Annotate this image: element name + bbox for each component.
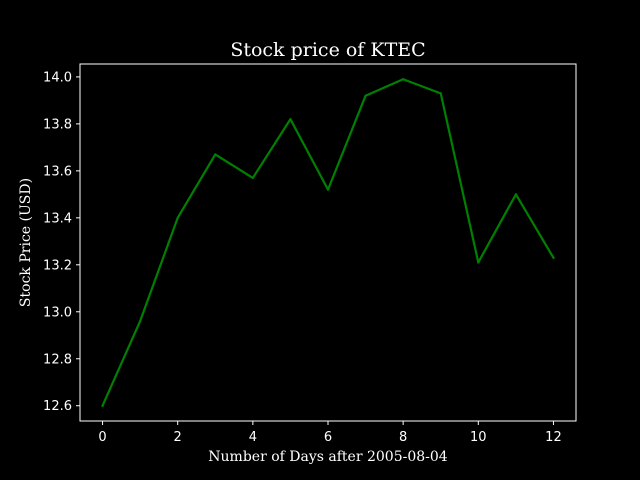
data-point [326, 188, 330, 191]
y-tick-label: 14.0 [43, 70, 72, 85]
y-axis-label: Stock Price (USD) [18, 178, 34, 307]
data-point [101, 404, 104, 407]
y-tick-label: 13.8 [43, 117, 72, 132]
x-tick-label: 12 [545, 430, 562, 445]
data-point [439, 92, 442, 95]
data-point [139, 320, 142, 323]
data-point [402, 78, 405, 81]
chart-title: Stock price of KTEC [230, 39, 425, 61]
data-point [477, 261, 480, 264]
y-axis: 12.6 12.8 13.0 13.2 13.4 13.6 13.8 14.0 [43, 70, 80, 414]
y-tick-label: 13.2 [43, 258, 72, 273]
y-tick-label: 13.0 [43, 305, 72, 320]
x-tick-label: 10 [470, 430, 487, 445]
x-tick-label: 4 [249, 430, 257, 445]
plot-area [101, 78, 555, 408]
x-tick-label: 0 [98, 430, 106, 445]
y-tick-label: 13.4 [43, 211, 72, 226]
data-point [552, 256, 555, 259]
data-point [176, 216, 179, 219]
y-tick-label: 12.8 [43, 352, 72, 367]
x-tick-label: 2 [174, 430, 182, 445]
x-tick-label: 6 [324, 430, 332, 445]
y-tick-label: 13.6 [43, 164, 72, 179]
data-point [214, 153, 217, 156]
data-point [289, 118, 292, 121]
data-point [364, 94, 367, 97]
x-tick-label: 8 [399, 430, 407, 445]
data-point [251, 176, 254, 180]
data-point [514, 193, 517, 196]
y-tick-label: 12.6 [43, 399, 72, 414]
x-axis-label: Number of Days after 2005-08-04 [208, 449, 448, 465]
x-axis: 0 2 4 6 8 10 12 [98, 421, 562, 445]
